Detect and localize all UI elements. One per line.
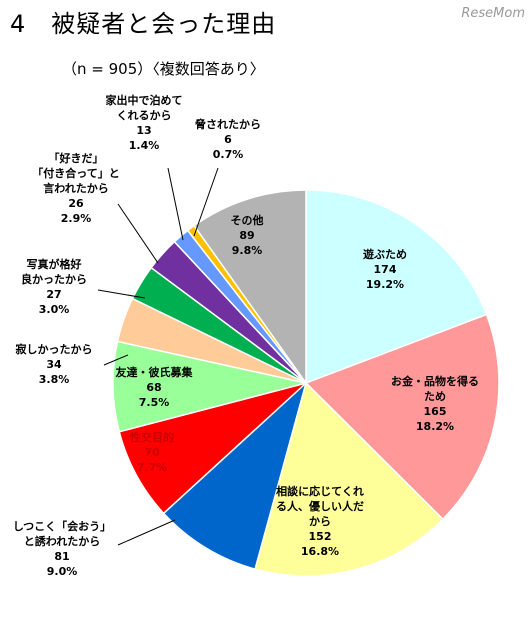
slice-count: 13 [136,124,151,137]
slice-label-text: 寂しかったから [16,342,93,356]
slice-count: 26 [68,197,84,210]
slice-label-text: 言われたから [43,181,108,195]
slice-label: その他 89 9.8% [231,213,264,257]
leader-line [117,519,176,546]
slice-label-text: 性交目的 [130,430,174,444]
pie-slice [304,313,500,521]
slice-label-text: 遊ぶため [363,247,407,261]
slice-label-text: その他 [231,213,264,227]
slice-label: 性交目的 70 7.7% [130,430,174,474]
pie-slice [305,189,488,385]
slice-label: 脅されたから 6 0.7% [194,117,261,161]
slice-label: お金・品物を得るため 165 18.2% [391,374,479,433]
slice-percent: 1.4% [129,139,160,152]
slice-label-text: ため [424,390,446,403]
pie-slice [162,380,308,571]
slice-percent: 0.7% [213,148,244,161]
slice-count: 165 [424,405,447,418]
slice-label: 遊ぶため 174 19.2% [363,247,407,291]
slice-label-text: 良かったから [21,272,87,286]
slice-percent: 7.7% [137,461,168,474]
slice-label: 「好きだ」「付き合って」と言われたから 26 2.9% [32,151,119,225]
slice-percent: 2.9% [61,212,92,225]
leader-line [103,354,129,366]
slice-label: 友達・彼氏募集 68 7.5% [116,365,194,409]
slice-label: 相談に応じてくれる人、優しい人だから 152 16.8% [276,484,364,558]
slice-label-text: 家出中で泊めて [106,93,183,107]
leader-line [193,167,219,237]
slice-label-text: 「好きだ」 [49,151,104,165]
slice-label-text: 友達・彼氏募集 [116,365,194,379]
slice-percent: 18.2% [416,420,454,433]
slice-label-text: お金・品物を得る [391,374,479,388]
slice-label-text: る人、優しい人だ [276,499,364,513]
page-title: 4 被疑者と会った理由 [10,10,277,38]
slice-label: 寂しかったから 34 3.8% [16,342,93,386]
slice-label-text: から [309,515,331,528]
slice-label: しつこく「会おう」と誘われたから 81 9.0% [13,519,111,578]
slice-count: 68 [146,381,161,394]
slice-percent: 3.0% [39,303,70,316]
slice-count: 81 [54,550,69,563]
slice-label-text: 「付き合って」と [32,166,119,180]
leader-line [117,203,159,264]
slice-label-text: と誘われたから [24,534,100,548]
slice-percent: 3.8% [39,373,70,386]
slice-count: 27 [46,288,61,301]
chart-subtitle: （n = 905）〈複数回答あり〉 [62,60,265,78]
watermark-logo: ReseMom [461,6,525,21]
slice-label-text: しつこく「会おう」 [13,519,111,533]
pie-slice [254,381,444,577]
slice-count: 34 [46,358,62,371]
slice-percent: 9.8% [232,244,263,257]
slice-label-text: 脅されたから [194,117,261,131]
pie-slice [118,382,307,515]
slice-count: 174 [374,263,397,276]
slice-count: 70 [144,446,160,459]
slice-label-text: 相談に応じてくれ [276,484,364,498]
slice-label: 家出中で泊めてくれるから 13 1.4% [106,93,183,152]
slice-percent: 16.8% [301,545,339,558]
slice-percent: 19.2% [366,278,404,291]
slice-count: 152 [309,530,332,543]
slice-label-text: 写真が格好 [27,257,82,271]
slice-percent: 7.5% [139,396,170,409]
leader-line [167,167,184,241]
slice-count: 6 [224,133,232,146]
slice-count: 89 [239,229,254,242]
leader-line [97,289,146,299]
slice-label-text: くれるから [117,109,172,122]
slice-label: 写真が格好良かったから 27 3.0% [21,257,87,316]
slice-percent: 9.0% [47,565,78,578]
